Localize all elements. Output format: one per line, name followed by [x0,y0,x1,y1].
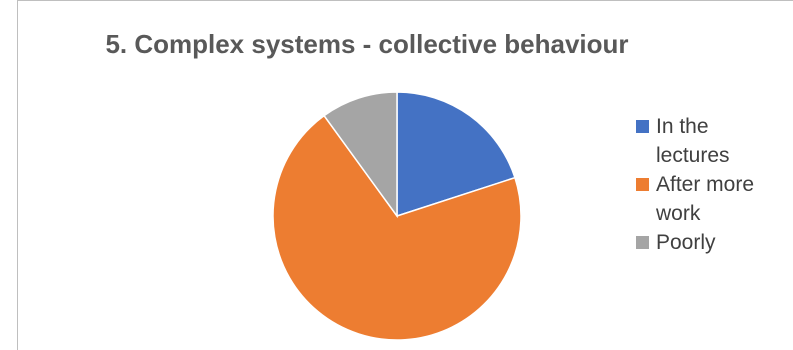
legend-label: In the lectures [656,115,730,167]
chart-legend: In the lectures After more work Poorly [636,112,786,257]
legend-item-poorly: Poorly [636,228,786,257]
legend-item-in-the-lectures: In the lectures [636,112,786,170]
legend-label: After more work [656,173,755,225]
chart-title: 5. Complex systems - collective behaviou… [105,29,629,59]
pie-slice-poorly [323,91,398,219]
legend-item-after-more-work: After more work [636,170,786,228]
pie-slice-in-the-lectures [396,91,516,218]
legend-swatch-after-more-work [636,178,649,191]
legend-swatch-poorly [636,236,649,249]
legend-swatch-in-the-lectures [636,120,649,133]
legend-label: Poorly [656,231,716,254]
pie-slice-after-more-work [272,114,522,341]
